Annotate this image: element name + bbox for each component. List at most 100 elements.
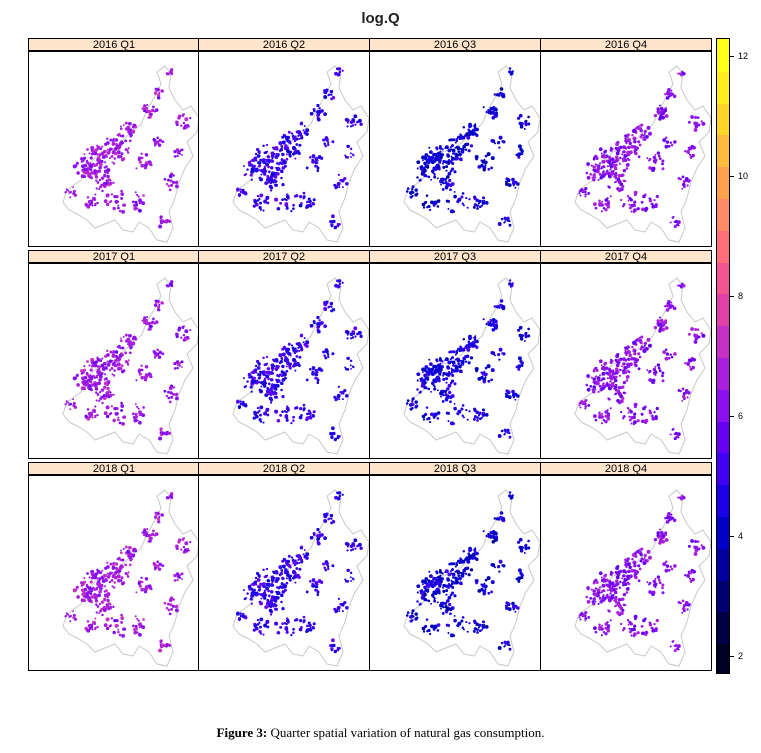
consumption-point: [330, 517, 333, 520]
consumption-point: [276, 384, 280, 388]
consumption-point: [94, 193, 97, 196]
consumption-point: [465, 621, 468, 624]
consumption-point: [579, 618, 582, 621]
consumption-point: [405, 190, 409, 193]
consumption-point: [689, 365, 692, 368]
consumption-point: [423, 373, 427, 378]
consumption-point: [337, 67, 342, 71]
consumption-point: [628, 415, 631, 418]
consumption-point: [606, 197, 609, 200]
consumption-point: [489, 530, 493, 535]
consumption-point: [421, 202, 426, 207]
map-svg: [232, 277, 369, 455]
consumption-point: [527, 334, 531, 338]
consumption-point: [427, 204, 431, 209]
consumption-point: [426, 165, 430, 169]
consumption-point: [450, 350, 454, 354]
consumption-point: [498, 347, 503, 352]
consumption-point: [250, 178, 253, 181]
consumption-point: [73, 614, 76, 617]
consumption-point: [108, 581, 112, 584]
consumption-point: [609, 407, 612, 410]
consumption-point: [138, 208, 142, 213]
consumption-point: [318, 531, 321, 534]
consumption-point: [516, 540, 521, 544]
consumption-point: [477, 202, 480, 205]
consumption-point: [135, 379, 138, 382]
consumption-point: [345, 182, 349, 186]
consumption-point: [110, 405, 114, 408]
consumption-point: [280, 169, 284, 174]
consumption-point: [431, 593, 435, 597]
consumption-point: [103, 387, 106, 390]
consumption-point: [325, 137, 329, 142]
consumption-point: [93, 151, 98, 156]
consumption-point: [311, 366, 316, 370]
consumption-point: [117, 418, 120, 422]
consumption-point: [638, 143, 642, 147]
consumption-point: [449, 146, 452, 149]
consumption-point: [657, 366, 661, 370]
consumption-point: [642, 346, 645, 349]
consumption-point: [128, 563, 132, 567]
consumption-point: [517, 152, 522, 157]
consumption-point: [414, 400, 418, 404]
consumption-point: [254, 167, 257, 171]
consumption-point: [156, 95, 161, 100]
consumption-point: [135, 203, 139, 207]
consumption-point: [180, 124, 183, 127]
consumption-point: [316, 541, 321, 546]
consumption-point: [165, 606, 169, 610]
consumption-point: [689, 577, 692, 580]
consumption-point: [594, 600, 597, 603]
consumption-point: [523, 128, 526, 130]
consumption-point: [596, 376, 601, 381]
consumption-point: [436, 205, 440, 208]
consumption-point: [341, 186, 344, 189]
consumption-point: [96, 153, 100, 156]
consumption-point: [421, 626, 426, 631]
consumption-point: [91, 204, 94, 207]
consumption-point: [98, 400, 101, 402]
consumption-point: [487, 591, 491, 595]
consumption-point: [116, 574, 121, 579]
consumption-point: [108, 200, 112, 204]
consumption-point: [266, 155, 271, 159]
consumption-point: [249, 164, 252, 167]
consumption-point: [336, 605, 341, 610]
consumption-point: [611, 581, 615, 585]
consumption-point: [623, 203, 626, 206]
consumption-point: [634, 151, 638, 156]
consumption-point: [621, 362, 624, 365]
color-key-band: [717, 579, 729, 613]
consumption-point: [669, 645, 672, 648]
consumption-point: [701, 545, 706, 550]
consumption-point: [253, 157, 257, 160]
consumption-point: [189, 117, 192, 120]
consumption-point: [688, 179, 691, 182]
consumption-point: [102, 150, 106, 154]
consumption-point: [622, 629, 625, 632]
consumption-point: [626, 350, 631, 354]
consumption-point: [147, 533, 152, 538]
consumption-point: [111, 566, 115, 570]
consumption-point: [154, 87, 158, 91]
consumption-point: [690, 327, 694, 331]
consumption-point: [633, 138, 636, 141]
consumption-point: [86, 620, 90, 623]
consumption-point: [493, 325, 498, 330]
consumption-point: [672, 518, 677, 523]
consumption-point: [258, 593, 261, 596]
consumption-point: [149, 536, 153, 540]
consumption-point: [75, 373, 79, 377]
consumption-point: [671, 516, 674, 520]
consumption-point: [640, 624, 644, 628]
consumption-point: [648, 199, 653, 203]
consumption-point: [275, 590, 278, 594]
consumption-point: [104, 585, 107, 588]
consumption-point: [653, 410, 656, 414]
consumption-point: [633, 190, 638, 195]
consumption-point: [431, 381, 435, 385]
consumption-point: [653, 198, 656, 202]
consumption-point: [126, 149, 129, 152]
